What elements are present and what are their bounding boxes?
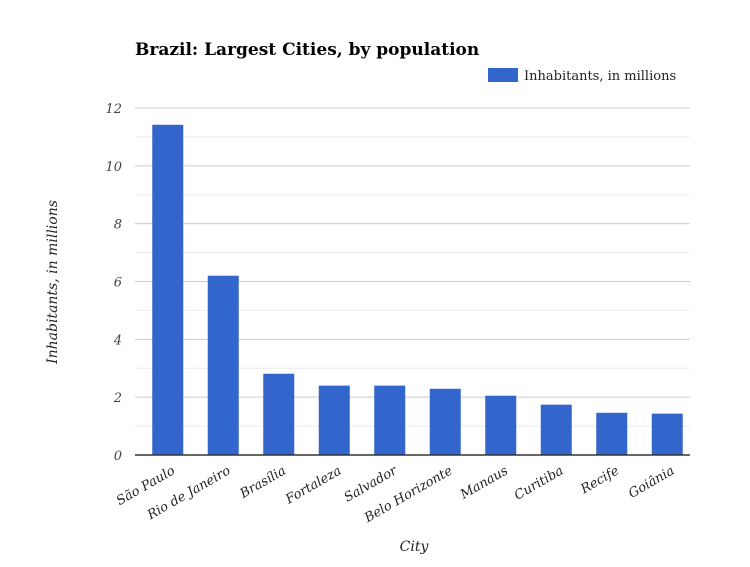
y-axis-label: Inhabitants, in millions <box>45 200 61 365</box>
y-tick-label: 10 <box>105 160 122 175</box>
x-tick-label: Goiânia <box>626 463 677 501</box>
x-axis-label: City <box>400 539 430 555</box>
x-tick-label: Manaus <box>457 463 511 503</box>
bar <box>374 385 406 455</box>
x-tick-label: Brasília <box>237 463 289 502</box>
chart-title: Brazil: Largest Cities, by population <box>135 40 479 60</box>
bar <box>651 413 683 455</box>
legend-swatch <box>488 68 518 82</box>
bar <box>263 373 295 455</box>
bar <box>152 124 184 455</box>
bar <box>429 388 461 455</box>
bar <box>596 412 628 455</box>
y-tick-label: 6 <box>114 276 122 291</box>
legend-label[interactable]: Inhabitants, in millions <box>524 69 676 84</box>
bar <box>207 275 239 455</box>
y-tick-label: 4 <box>113 333 122 348</box>
x-tick-label: Fortaleza <box>282 463 344 507</box>
y-tick-label: 8 <box>114 218 122 233</box>
bar <box>485 395 517 455</box>
y-tick-label: 2 <box>113 391 122 406</box>
x-tick-label: Curitiba <box>512 463 566 503</box>
x-tick-label: Recife <box>577 463 622 497</box>
y-tick-label: 12 <box>105 102 122 117</box>
bar <box>540 404 572 455</box>
y-tick-label: 0 <box>114 449 122 464</box>
bar <box>318 385 350 455</box>
